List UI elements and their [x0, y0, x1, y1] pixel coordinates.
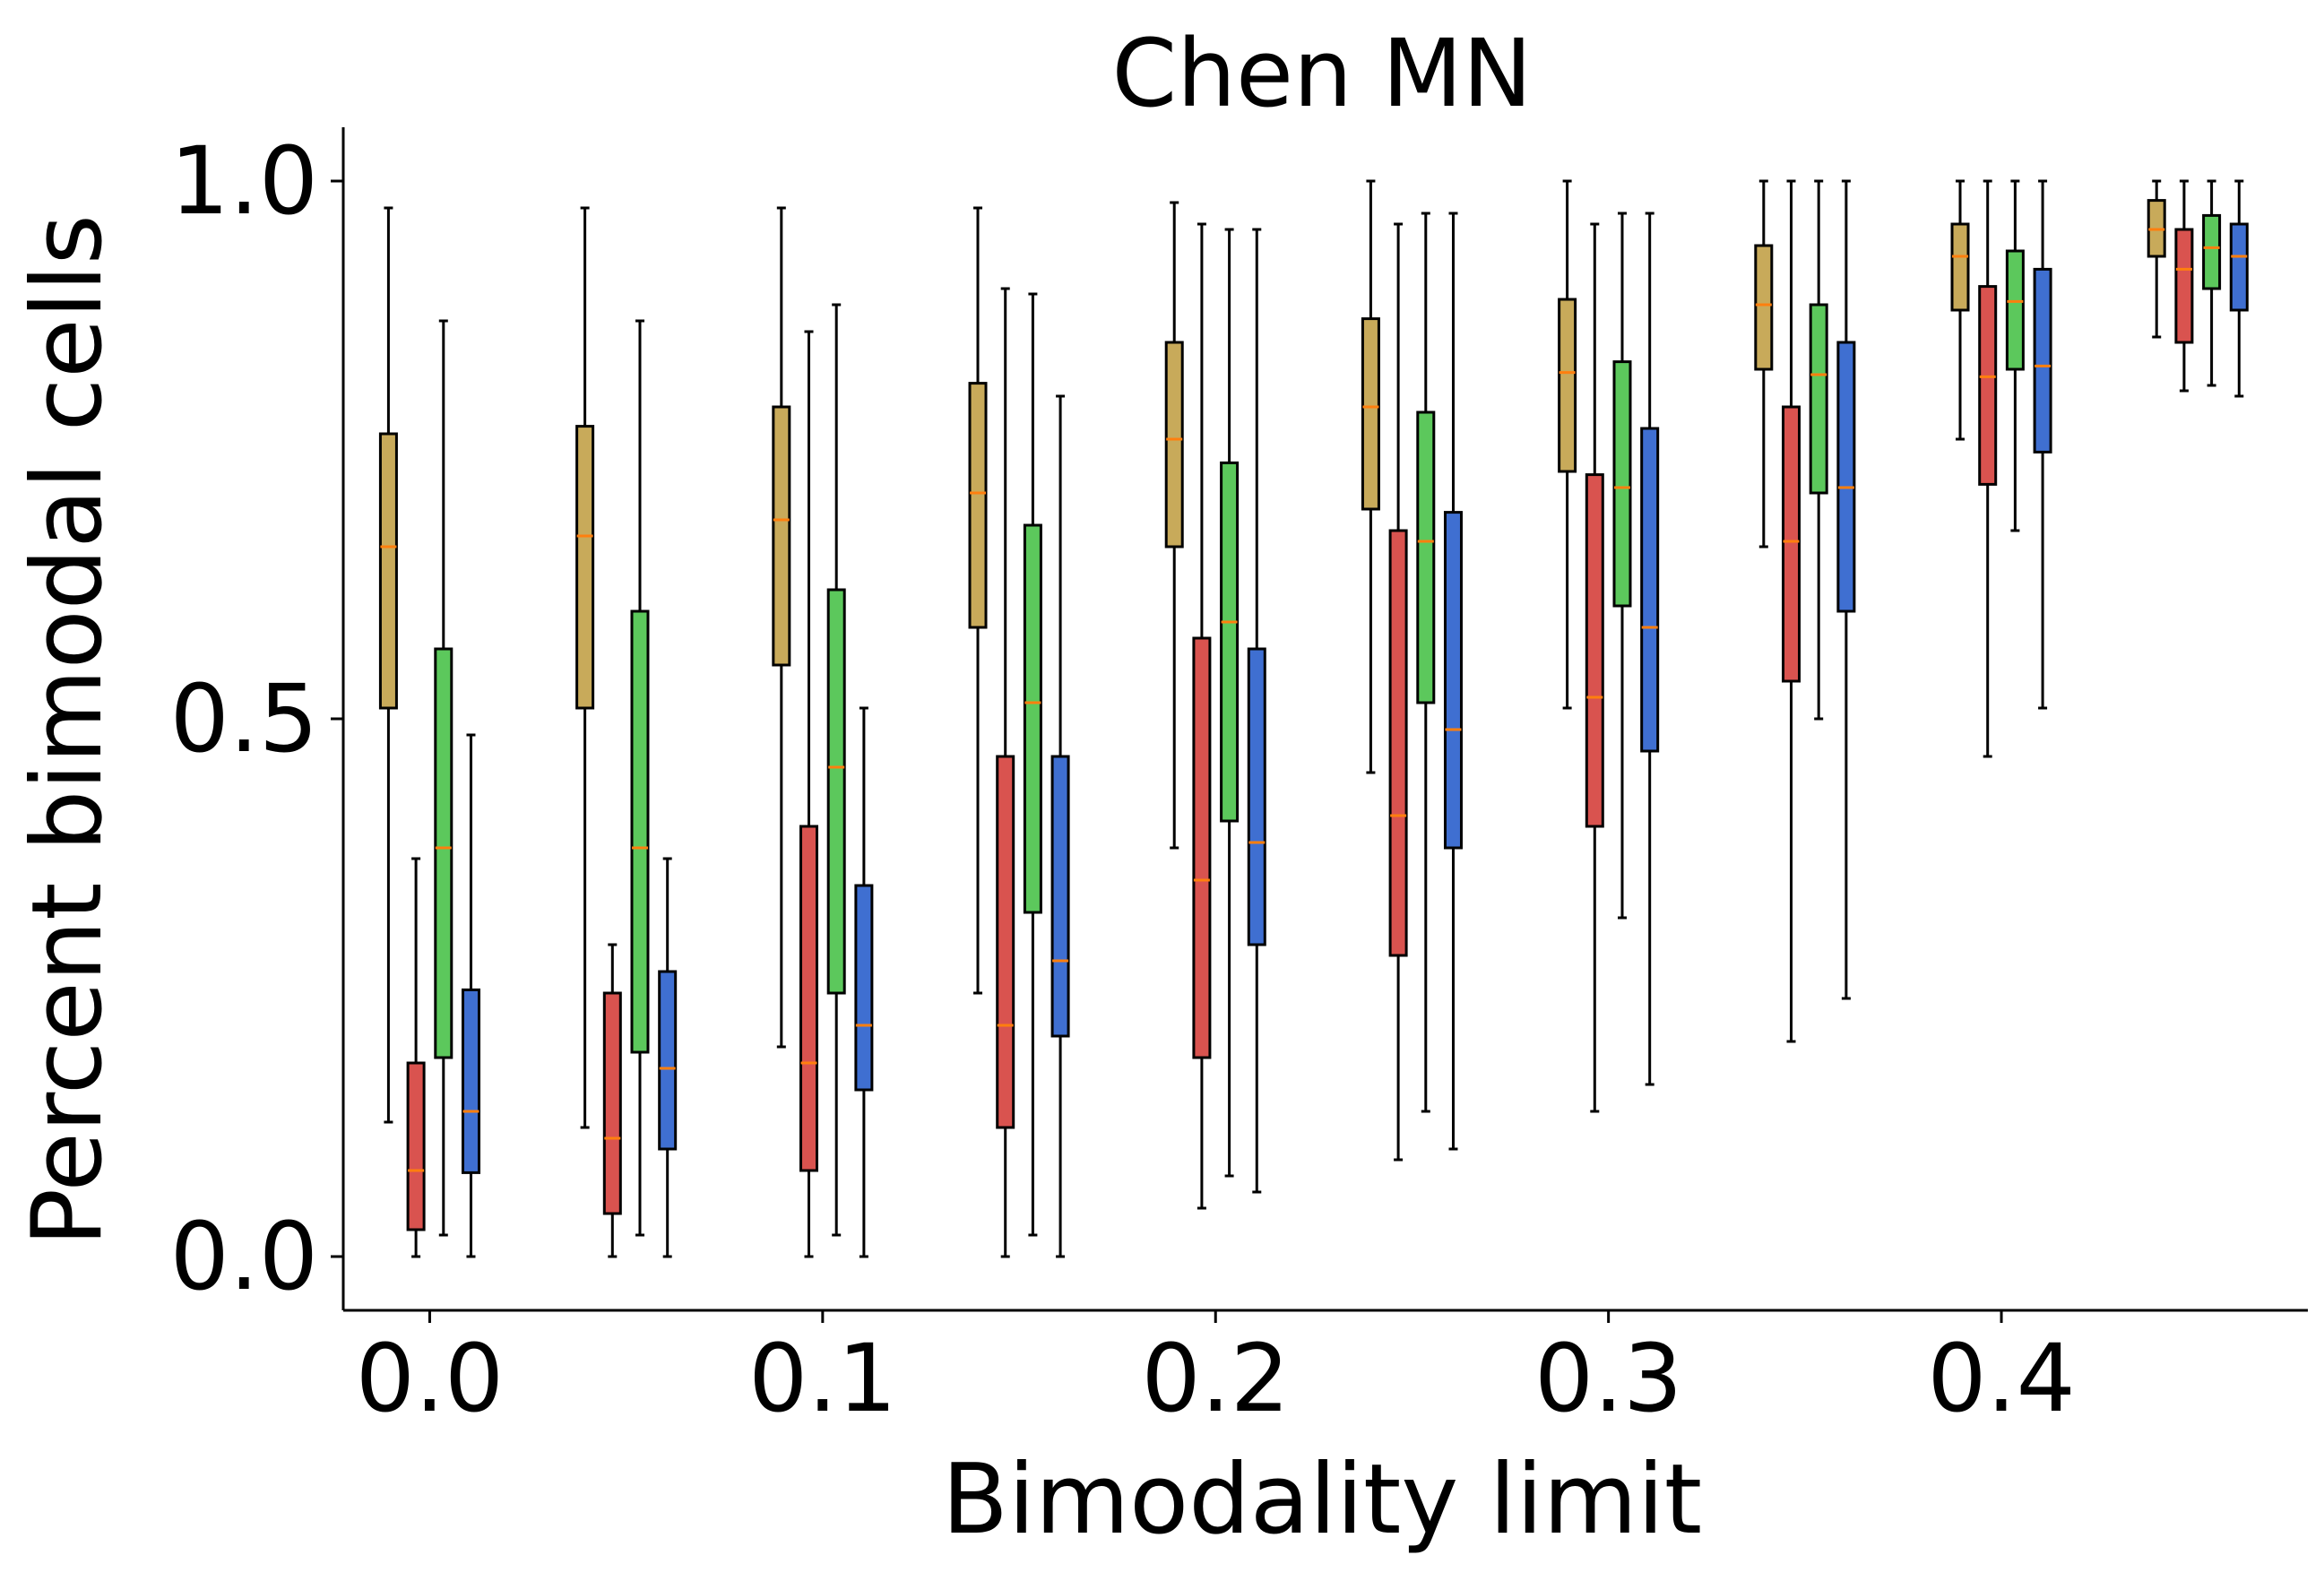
- box-iqr: [1754, 244, 1774, 371]
- box-iqr: [2229, 222, 2249, 312]
- y-tick-label: 1.0: [170, 126, 318, 236]
- box-iqr: [602, 991, 622, 1215]
- box-group: [1558, 179, 1577, 710]
- box-group: [799, 330, 819, 1258]
- y-tick-label: 0.0: [170, 1202, 318, 1311]
- box-group: [1023, 292, 1042, 1237]
- box-group: [2033, 179, 2052, 710]
- box-group: [1585, 222, 1604, 1113]
- box-group: [1612, 212, 1632, 920]
- x-tick-label: 0.4: [1927, 1324, 2075, 1433]
- box-iqr: [1558, 298, 1577, 473]
- box-group: [968, 206, 988, 995]
- box-iqr: [434, 647, 454, 1059]
- box-iqr: [1164, 341, 1184, 549]
- box-group: [1220, 228, 1240, 1178]
- box-group: [2229, 179, 2249, 398]
- chart-title: Chen MN: [1111, 19, 1532, 128]
- box-iqr: [1809, 303, 1828, 495]
- x-axis-label: Bimodality limit: [942, 1444, 1702, 1556]
- box-group: [602, 943, 622, 1258]
- y-axis-label: Percent bimodal cells: [12, 214, 124, 1247]
- box-group: [1978, 179, 1998, 758]
- box-series-1: [378, 179, 2166, 1129]
- box-group: [2202, 179, 2222, 387]
- box-iqr: [1612, 360, 1632, 608]
- box-series-2: [406, 179, 2194, 1258]
- box-iqr: [1782, 405, 1801, 683]
- box-group: [406, 857, 426, 1258]
- box-group: [1782, 179, 1801, 1043]
- box-iqr: [2174, 228, 2194, 344]
- box-iqr: [996, 755, 1015, 1129]
- box-group: [1050, 394, 1070, 1258]
- box-group: [658, 857, 678, 1258]
- box-iqr: [2202, 213, 2222, 290]
- box-iqr: [1388, 529, 1408, 957]
- box-iqr: [826, 588, 846, 995]
- box-iqr: [378, 432, 398, 710]
- box-iqr: [1050, 755, 1070, 1038]
- box-group: [1836, 179, 1856, 1000]
- box-group: [1754, 179, 1774, 549]
- box-group: [826, 303, 846, 1237]
- box-group: [2005, 179, 2025, 532]
- box-group: [630, 319, 650, 1237]
- box-iqr: [1585, 473, 1604, 828]
- box-iqr: [658, 970, 678, 1151]
- box-group: [2147, 179, 2166, 339]
- box-series-4: [461, 179, 2249, 1258]
- box-iqr: [1023, 523, 1042, 914]
- box-iqr: [1361, 317, 1380, 511]
- x-tick-label: 0.1: [748, 1324, 896, 1433]
- box-iqr: [1950, 222, 1970, 312]
- box-iqr: [968, 382, 988, 629]
- box-group: [1416, 212, 1436, 1113]
- box-group: [1164, 201, 1184, 850]
- box-iqr: [799, 825, 819, 1172]
- box-group: [996, 287, 1015, 1258]
- box-group: [1192, 222, 1212, 1210]
- box-group: [1809, 179, 1828, 721]
- box-iqr: [1192, 636, 1212, 1059]
- x-tick-label: 0.0: [356, 1324, 504, 1433]
- box-group: [434, 319, 454, 1237]
- box-iqr: [1836, 341, 1856, 613]
- box-iqr: [630, 609, 650, 1054]
- box-iqr: [406, 1061, 426, 1231]
- box-iqr: [1220, 461, 1240, 823]
- box-iqr: [772, 405, 791, 667]
- box-group: [1640, 212, 1660, 1086]
- box-iqr: [1247, 647, 1266, 946]
- box-iqr: [1640, 427, 1660, 753]
- box-iqr: [2005, 249, 2025, 371]
- plot-area: 0.0 0.5 1.0 0.0 0.1 0.2 0.3 0.4: [170, 126, 2308, 1433]
- x-tick-label: 0.3: [1534, 1324, 1682, 1433]
- box-group: [461, 733, 480, 1258]
- box-series-3: [434, 179, 2222, 1237]
- box-group: [575, 206, 595, 1129]
- box-iqr: [1416, 410, 1436, 704]
- box-group: [1950, 179, 1970, 441]
- box-group: [1388, 222, 1408, 1162]
- x-tick-label: 0.2: [1142, 1324, 1290, 1433]
- box-iqr: [854, 884, 874, 1092]
- box-group: [378, 206, 398, 1124]
- box-group: [1443, 212, 1463, 1151]
- box-group: [1361, 179, 1380, 774]
- box-iqr: [461, 988, 480, 1174]
- box-iqr: [575, 425, 595, 710]
- y-tick-label: 0.5: [170, 664, 318, 773]
- box-iqr: [1978, 285, 1998, 486]
- box-group: [1247, 228, 1266, 1194]
- box-iqr: [2033, 267, 2052, 454]
- box-group: [854, 706, 874, 1258]
- box-group: [772, 206, 791, 1049]
- box-iqr: [1443, 511, 1463, 850]
- box-group: [2174, 179, 2194, 393]
